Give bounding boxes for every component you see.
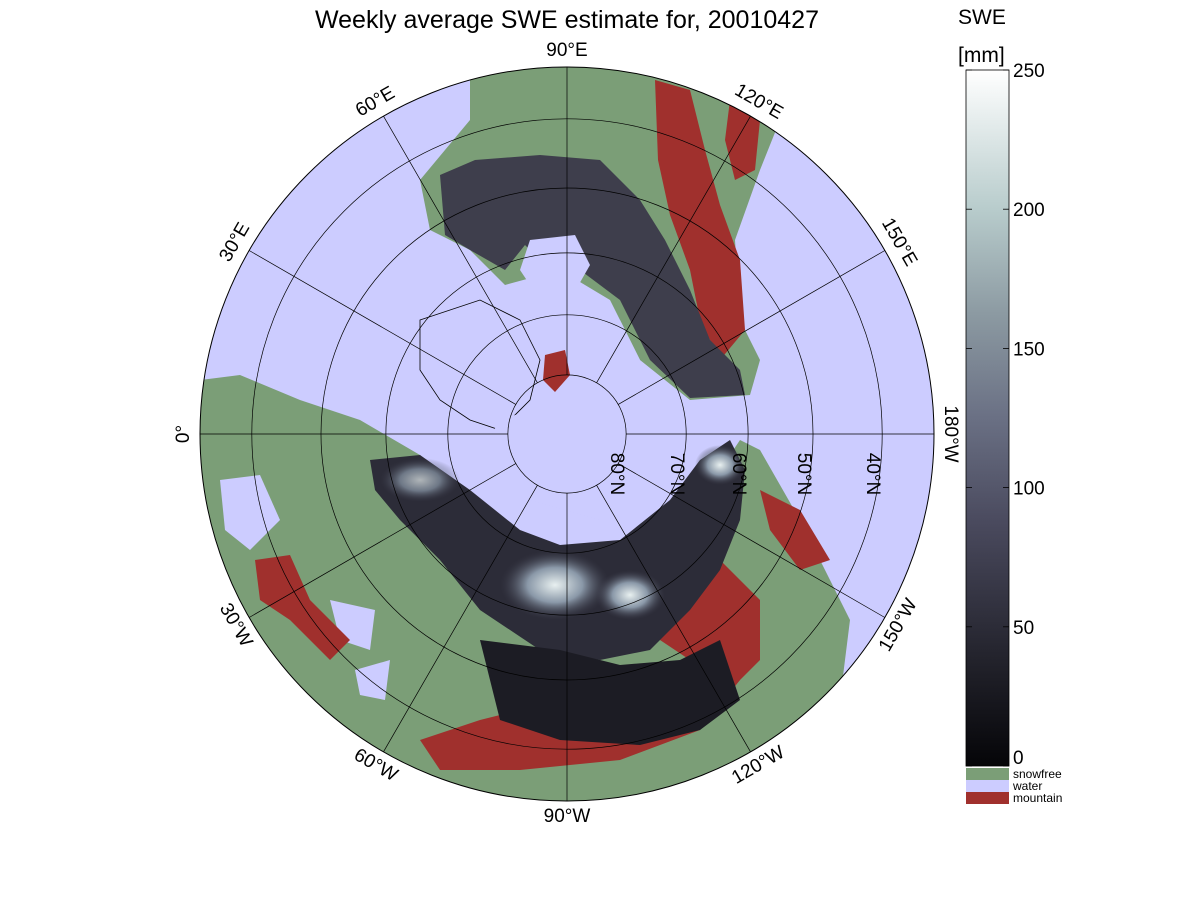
meridian-line bbox=[383, 115, 538, 383]
baltic-water bbox=[220, 475, 280, 550]
colorbar-tick-label: 250 bbox=[1013, 61, 1045, 82]
meridian-line bbox=[596, 115, 751, 383]
alps-mountains bbox=[255, 555, 350, 660]
latitude-label: 40°N bbox=[862, 453, 883, 495]
colorbar: SWE [mm] 0 50 100 150 200 250 snowfreewatermo… bbox=[958, 6, 1062, 805]
legend-swatch-water bbox=[966, 780, 1009, 792]
colorbar-gradient bbox=[965, 69, 1010, 767]
latitude-label: 80°N bbox=[606, 453, 627, 495]
latitude-label: 50°N bbox=[793, 453, 814, 495]
greenland-mountain bbox=[543, 350, 570, 392]
colorbar-tick-label: 50 bbox=[1013, 618, 1034, 639]
graticule bbox=[200, 67, 934, 801]
legend-label-water: water bbox=[1012, 779, 1042, 793]
colorbar-title-swe: SWE bbox=[958, 6, 1006, 29]
latitude-label: 60°N bbox=[728, 453, 749, 495]
meridian-line bbox=[596, 485, 751, 753]
colorbar-tick-label: 200 bbox=[1013, 200, 1045, 221]
arctic-ocean-inner bbox=[470, 400, 700, 520]
meridian-line bbox=[618, 250, 886, 405]
central-asia-snow bbox=[480, 640, 740, 745]
high-swe-yenisei bbox=[595, 570, 665, 620]
meridian-line bbox=[618, 463, 886, 618]
meridian-line bbox=[383, 485, 538, 753]
north-america-snow bbox=[440, 155, 745, 398]
high-swe-kamchatka bbox=[695, 445, 745, 485]
legend-label-mountain: mountain bbox=[1013, 791, 1062, 805]
latitude-labels: 80°N 70°N 60°N 50°N 40°N bbox=[606, 453, 883, 495]
high-swe-siberia bbox=[500, 550, 610, 620]
high-swe-scandinavia bbox=[380, 458, 460, 502]
legend-swatch-mountain bbox=[966, 792, 1009, 804]
colorbar-tick-label: 100 bbox=[1013, 479, 1045, 500]
longitude-label: 180°W bbox=[940, 405, 961, 462]
legend-swatch-snowfree bbox=[966, 768, 1009, 780]
north-america-mountains bbox=[655, 80, 745, 360]
longitude-label: 90°E bbox=[546, 40, 587, 61]
colorbar-ticks: 0 50 100 150 200 250 bbox=[966, 61, 1045, 769]
hudson-bay bbox=[520, 235, 590, 300]
meridian-line bbox=[248, 250, 516, 405]
map-title: Weekly average SWE estimate for, 2001042… bbox=[315, 6, 819, 34]
map-border bbox=[199, 66, 935, 802]
colorbar-tick-label: 0 bbox=[1013, 748, 1024, 769]
longitude-label: 0° bbox=[173, 425, 194, 443]
longitude-label: 90°W bbox=[544, 806, 591, 827]
alaska-mountains bbox=[725, 100, 760, 180]
colorbar-title-unit: [mm] bbox=[958, 44, 1005, 67]
latitude-label: 70°N bbox=[666, 453, 687, 495]
legend-label-snowfree: snowfree bbox=[1013, 767, 1062, 781]
colorbar-tick-label: 150 bbox=[1013, 339, 1045, 360]
meridian-line bbox=[248, 463, 516, 618]
east-asia-mountains bbox=[760, 490, 830, 570]
polar-map: 90°W120°W150°W180°W150°E120°E90°E60°E30°… bbox=[173, 40, 961, 827]
black-caspian-water bbox=[330, 600, 390, 700]
land-layers bbox=[200, 67, 850, 801]
